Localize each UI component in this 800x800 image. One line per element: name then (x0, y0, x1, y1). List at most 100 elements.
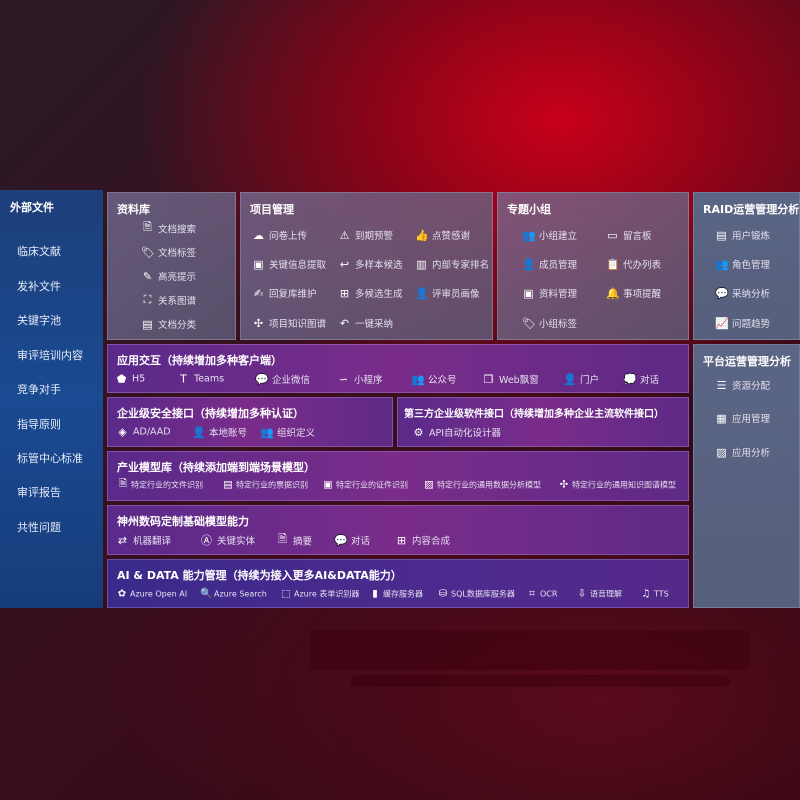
external-file-item[interactable]: 临床文献 (17, 245, 61, 258)
resource-library-item[interactable]: ⛶ 关系图谱 (141, 293, 196, 307)
resource-library-item[interactable]: 🏷 文档标签 (141, 245, 197, 260)
raid-analysis-item[interactable]: 💬 采纳分析 (715, 286, 770, 301)
industry-models-item[interactable]: ▨ 特定行业的通用数据分析模型 (423, 480, 541, 491)
industry-models-panel: 产业模型库（持续添加端到端场景模型） 🗎 特定行业的文件识别 ▤ 特定行业的票据识别 ▣ 特… (107, 451, 689, 501)
resource-library-item[interactable]: ▤ 文档分类 (141, 317, 196, 332)
project-management-item[interactable]: ☁ 问卷上传 (252, 228, 307, 243)
raid-analysis-item[interactable]: 📈 问题趋势 (715, 316, 770, 331)
industry-models-item[interactable]: ▤ 特定行业的票据识别 (222, 480, 308, 491)
item-label: 特定行业的文件识别 (131, 480, 203, 490)
base-models-item[interactable]: 🗎 摘要 (276, 531, 312, 550)
item-label: 特定行业的证件识别 (336, 480, 408, 490)
app-interaction-item[interactable]: ∽ 小程序 (337, 372, 383, 387)
item-label: 对话 (640, 375, 660, 386)
window-icon: ▣ (253, 257, 264, 271)
app-interaction-item[interactable]: 👥 公众号 (411, 372, 457, 387)
item-label: 代办列表 (623, 260, 662, 271)
ai-data-item[interactable]: ⇩ 语音理解 (576, 589, 622, 600)
project-management-item[interactable]: ⚠ 到期预警 (338, 228, 394, 243)
app-interaction-item[interactable]: ❐ Web飘窗 (482, 372, 539, 387)
topic-groups-item[interactable]: 🔔 事项提醒 (606, 286, 661, 301)
external-file-item[interactable]: 发补文件 (17, 280, 61, 293)
panel-title: 资料库 (117, 203, 150, 216)
project-management-item[interactable]: ↶ 一键采纳 (338, 316, 393, 331)
ai-data-item[interactable]: ♫ TTS (640, 589, 669, 600)
item-label: 评审员画像 (432, 289, 480, 300)
ai-data-item[interactable]: ▮ 缓存服务器 (369, 589, 423, 600)
pen-icon: ✎ (142, 269, 153, 283)
external-file-item[interactable]: 指导原则 (17, 418, 61, 431)
project-management-item[interactable]: ✣ 项目知识图谱 (252, 316, 326, 331)
panel-title: 专题小组 (507, 203, 551, 216)
item-label: 小组建立 (539, 231, 578, 242)
web-window-icon: ❐ (483, 372, 494, 386)
industry-models-item[interactable]: 🗎 特定行业的文件识别 (117, 477, 203, 494)
base-models-item[interactable]: ⇄ 机器翻译 (116, 533, 171, 548)
topic-groups-item[interactable]: 👤 成员管理 (522, 257, 577, 272)
item-label: SQL数据库服务器 (451, 589, 515, 599)
external-file-item[interactable]: 共性问题 (17, 521, 61, 534)
graph-icon: ⛶ (143, 293, 152, 306)
security-item[interactable]: ◈ AD/AAD (116, 426, 170, 439)
platform-analysis-item[interactable]: ☰ 资源分配 (715, 378, 770, 393)
external-file-item[interactable]: 竞争对手 (17, 383, 61, 396)
third-party-item[interactable]: ⚙ API自动化设计器 (412, 425, 501, 440)
app-interaction-item[interactable]: 💭 对话 (623, 372, 660, 387)
app-interaction-item[interactable]: 👤 门户 (563, 372, 599, 387)
topic-groups-item[interactable]: 📋 代办列表 (606, 257, 662, 272)
topic-groups-item[interactable]: 👥 小组建立 (522, 228, 578, 243)
topic-groups-item[interactable]: 🏷 小组标签 (522, 316, 577, 331)
topic-groups-item[interactable]: ▣ 资料管理 (522, 286, 577, 301)
item-label: H5 (132, 373, 146, 385)
receipt-icon: ▤ (223, 479, 233, 491)
resource-library-item[interactable]: ✎ 高亮提示 (141, 269, 196, 284)
external-file-item[interactable]: 关键字池 (17, 314, 61, 327)
industry-models-item[interactable]: ▣ 特定行业的证件识别 (322, 480, 408, 491)
item-label: 用户锻炼 (732, 231, 771, 242)
project-management-item[interactable]: 👤 评审员画像 (415, 286, 480, 301)
project-management-item[interactable]: ⊞ 多候选生成 (338, 286, 403, 301)
security-item[interactable]: 👥 组织定义 (260, 425, 315, 440)
resource-library-item[interactable]: 🗎 文档搜索 (141, 219, 196, 238)
teams-icon: T (180, 372, 187, 386)
app-interaction-item[interactable]: ⬟ H5 (115, 373, 145, 386)
project-management-item[interactable]: ▥ 内部专家排名 (415, 257, 489, 272)
cloud-upload-icon: ☁ (253, 228, 264, 242)
project-management-item[interactable]: 👍 点赞感谢 (415, 228, 470, 243)
qa-icon: 💬 (715, 286, 729, 300)
user-icon: 👤 (415, 286, 429, 300)
base-models-item[interactable]: 💬 对话 (334, 533, 370, 548)
entity-icon: Ⓐ (201, 534, 212, 547)
external-file-item[interactable]: 审评培训内容 (17, 349, 83, 362)
project-management-item[interactable]: ▣ 关键信息提取 (252, 257, 326, 272)
project-management-item[interactable]: ✍ 回复库维护 (252, 286, 317, 301)
topic-groups-item[interactable]: ▭ 留言板 (606, 228, 652, 243)
group-icon: 👥 (522, 228, 536, 242)
platform-analysis-item[interactable]: ▨ 应用分析 (715, 445, 770, 460)
project-management-item[interactable]: ↩ 多样本候选 (338, 257, 403, 272)
ai-data-item[interactable]: ⌗ OCR (526, 589, 557, 600)
document-search-icon: 🗎 (143, 220, 152, 234)
app-interaction-item[interactable]: T Teams (177, 373, 224, 386)
external-file-item[interactable]: 标管中心标准 (17, 452, 83, 465)
item-label: 到期预警 (355, 231, 394, 242)
app-interaction-item[interactable]: 💬 企业微信 (255, 372, 310, 387)
ai-data-item[interactable]: ✿ Azure Open AI (116, 589, 187, 600)
external-file-item[interactable]: 审评报告 (17, 486, 61, 499)
item-label: 留言板 (623, 231, 652, 242)
base-models-item[interactable]: Ⓐ 关键实体 (200, 532, 255, 548)
raid-analysis-item[interactable]: ▤ 用户锻炼 (715, 228, 771, 243)
item-label: Azure Open AI (130, 589, 188, 599)
database-icon: ⛁ (438, 588, 448, 600)
ai-data-item[interactable]: ⛁ SQL数据库服务器 (437, 589, 515, 600)
security-item[interactable]: 👤 本地账号 (192, 425, 247, 440)
raid-analysis-item[interactable]: 👥 角色管理 (715, 257, 770, 272)
panel-title: 产业模型库（持续添加端到端场景模型） (117, 461, 315, 474)
industry-models-item[interactable]: ✣ 特定行业的通用知识图谱模型 (558, 480, 676, 491)
base-models-item[interactable]: ⊞ 内容合成 (395, 533, 450, 548)
item-label: 文档标签 (158, 248, 197, 259)
base-models-panel: 神州数码定制基础模型能力 ⇄ 机器翻译 Ⓐ 关键实体 🗎 摘要 💬 对话 ⊞ 内容合成 (107, 505, 689, 555)
ai-data-item[interactable]: ⬚ Azure 表单识别器 (280, 589, 359, 600)
platform-analysis-item[interactable]: ▦ 应用管理 (715, 411, 770, 426)
ai-data-item[interactable]: 🔍 Azure Search (200, 589, 267, 600)
